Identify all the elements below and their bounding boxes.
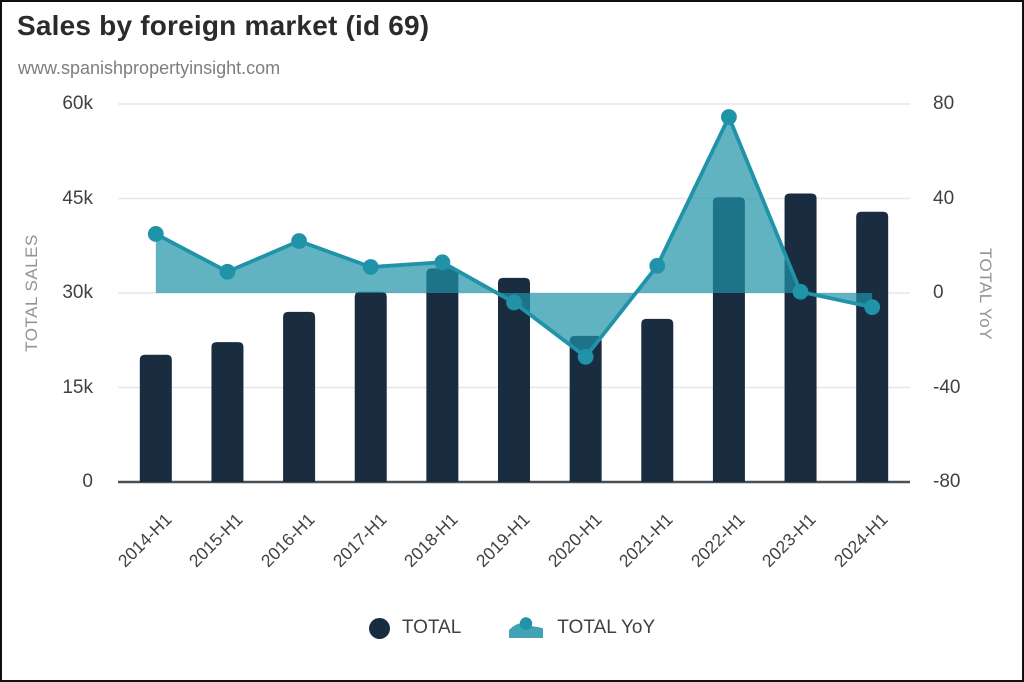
- total-yoy-area: [155, 116, 873, 357]
- legend-item-total-yoy[interactable]: TOTAL YoY: [507, 616, 655, 640]
- point-2023-h1[interactable]: [792, 283, 809, 300]
- point-2022-h1[interactable]: [721, 109, 737, 125]
- point-2017-h1[interactable]: [362, 259, 379, 275]
- right-tick-40: 40: [933, 187, 955, 209]
- bar-2021-h1[interactable]: [641, 318, 674, 482]
- point-2016-h1[interactable]: [291, 233, 307, 249]
- bar-2014-h1[interactable]: [139, 354, 172, 482]
- left-tick-0: 0: [82, 471, 93, 492]
- point-2015-h1[interactable]: [219, 263, 236, 280]
- legend-label-total: TOTAL: [401, 617, 462, 638]
- point-2020-h1[interactable]: [577, 348, 594, 365]
- left-tick-15k: 15k: [62, 376, 93, 398]
- legend-label-total-yoy: TOTAL YoY: [557, 617, 656, 638]
- bar-2020-h1[interactable]: [569, 335, 602, 482]
- legend: TOTAL TOTAL YoY: [0, 616, 1024, 640]
- right-tick-80: 80: [933, 93, 955, 114]
- left-tick-45k: 45k: [62, 187, 93, 209]
- right-tick--40: -40: [933, 376, 961, 398]
- point-2021-h1[interactable]: [649, 257, 666, 274]
- point-2019-h1[interactable]: [506, 294, 522, 311]
- right-tick-0: 0: [933, 282, 944, 303]
- legend-item-total[interactable]: TOTAL: [368, 617, 462, 639]
- chart-title: Sales by foreign market (id 69): [17, 10, 430, 41]
- bar-2023-h1[interactable]: [784, 193, 817, 482]
- point-2014-h1[interactable]: [147, 226, 164, 242]
- point-2018-h1[interactable]: [434, 254, 451, 271]
- bar-2024-h1[interactable]: [856, 211, 889, 483]
- bar-2017-h1[interactable]: [354, 291, 387, 482]
- bar-2018-h1[interactable]: [426, 268, 459, 482]
- left-tick-60k: 60k: [62, 93, 93, 114]
- total-series-circle-swatch-icon: [368, 617, 390, 639]
- bar-2019-h1[interactable]: [498, 277, 530, 482]
- bar-2015-h1[interactable]: [211, 342, 244, 482]
- bar-2016-h1[interactable]: [283, 311, 316, 482]
- chart-subtitle: www.spanishpropertyinsight.com: [18, 58, 281, 78]
- point-2024-h1[interactable]: [864, 299, 881, 316]
- left-tick-30k: 30k: [62, 282, 93, 303]
- total-yoy-area-marker-swatch-icon: [509, 617, 544, 638]
- right-tick--80: -80: [933, 471, 961, 492]
